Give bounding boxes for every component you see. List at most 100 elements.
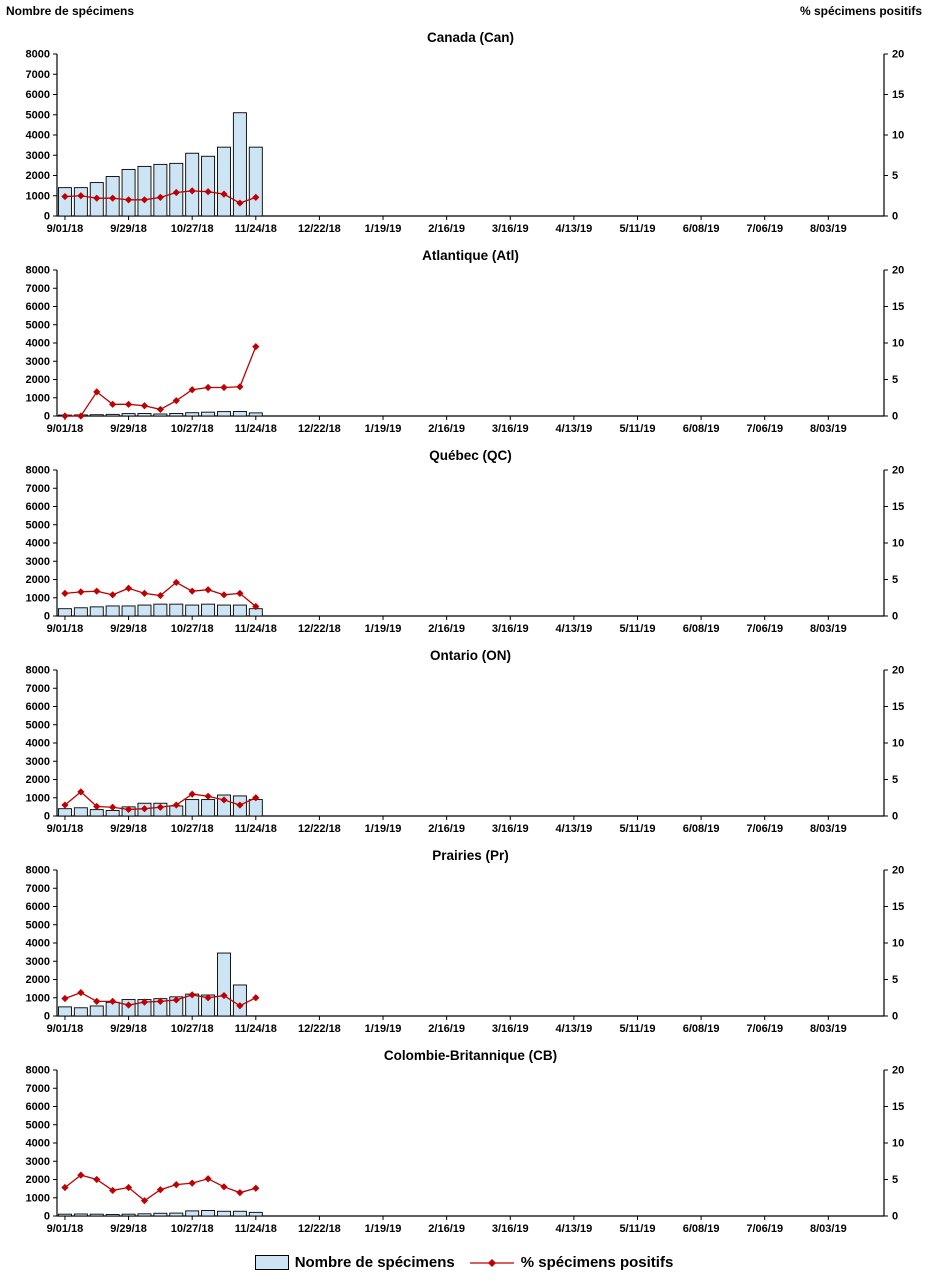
svg-text:9/29/18: 9/29/18 [110,823,147,835]
svg-text:20: 20 [892,49,904,61]
svg-text:5: 5 [892,974,898,986]
svg-text:10/27/18: 10/27/18 [171,623,214,635]
svg-text:7000: 7000 [26,283,50,295]
svg-text:3/16/19: 3/16/19 [492,623,529,635]
svg-text:8/03/19: 8/03/19 [810,1223,847,1235]
svg-text:7000: 7000 [26,883,50,895]
svg-text:9/29/18: 9/29/18 [110,623,147,635]
svg-text:6/08/19: 6/08/19 [683,1023,720,1035]
svg-text:6/08/19: 6/08/19 [683,223,720,235]
svg-text:5000: 5000 [26,919,50,931]
svg-text:5000: 5000 [26,519,50,531]
svg-text:5000: 5000 [26,1119,50,1131]
chart-title: Prairies (Pr) [432,848,509,863]
svg-text:2/16/19: 2/16/19 [428,823,465,835]
chart-title: Québec (QC) [429,448,512,463]
svg-text:15: 15 [892,89,904,101]
svg-text:2000: 2000 [26,774,50,786]
svg-text:5/11/19: 5/11/19 [619,223,655,235]
svg-text:6000: 6000 [26,701,50,713]
svg-text:2/16/19: 2/16/19 [428,1223,465,1235]
svg-text:8000: 8000 [26,465,50,477]
svg-text:8000: 8000 [26,1065,50,1077]
svg-text:1/19/19: 1/19/19 [365,223,402,235]
svg-text:2/16/19: 2/16/19 [428,1023,465,1035]
svg-text:3000: 3000 [26,1156,50,1168]
svg-text:0: 0 [892,811,898,823]
svg-text:10: 10 [892,538,904,550]
legend-bar-label: Nombre de spécimens [294,1254,455,1271]
svg-text:4000: 4000 [26,938,50,950]
svg-text:6/08/19: 6/08/19 [683,1223,720,1235]
svg-text:4/13/19: 4/13/19 [556,223,593,235]
legend-item-line: % spécimens positifs [469,1254,673,1271]
svg-text:6/08/19: 6/08/19 [683,823,720,835]
svg-text:0: 0 [44,411,50,423]
svg-text:0: 0 [44,611,50,623]
svg-text:10/27/18: 10/27/18 [171,823,214,835]
svg-text:3000: 3000 [26,956,50,968]
bar-swatch [254,1255,289,1270]
svg-text:8000: 8000 [26,49,50,61]
svg-text:9/01/18: 9/01/18 [47,623,84,635]
svg-text:7/06/19: 7/06/19 [746,823,783,835]
svg-text:1/19/19: 1/19/19 [365,1023,402,1035]
svg-text:1000: 1000 [26,392,50,404]
charts-stack: Canada (Can) 0 1000 2000 3000 4000 5000 6000 700… [0,24,928,1244]
svg-text:20: 20 [892,265,904,277]
svg-text:0: 0 [892,611,898,623]
right-axis-title: % spécimens positifs [799,4,922,18]
svg-text:6/08/19: 6/08/19 [683,423,720,435]
svg-text:3000: 3000 [26,556,50,568]
svg-text:3/16/19: 3/16/19 [492,823,529,835]
svg-text:5: 5 [892,574,898,586]
svg-text:8/03/19: 8/03/19 [810,223,847,235]
svg-text:11/24/18: 11/24/18 [235,223,277,235]
svg-text:5/11/19: 5/11/19 [619,623,655,635]
svg-text:10: 10 [892,130,904,142]
svg-text:4/13/19: 4/13/19 [556,1023,593,1035]
svg-text:11/24/18: 11/24/18 [235,623,277,635]
chart: Atlantique (Atl) 0 1000 2000 3000 4000 5000 600… [26,248,905,435]
svg-text:8/03/19: 8/03/19 [810,423,847,435]
chart: Québec (QC) 0 1000 2000 3000 4000 5000 6000 7000… [26,448,905,635]
svg-text:9/29/18: 9/29/18 [110,1223,147,1235]
svg-text:5000: 5000 [26,719,50,731]
svg-text:4000: 4000 [26,538,50,550]
svg-text:4000: 4000 [26,338,50,350]
chart: Ontario (ON) 0 1000 2000 3000 4000 5000 6000 700… [26,648,905,835]
svg-text:2000: 2000 [26,170,50,182]
svg-text:3000: 3000 [26,756,50,768]
svg-text:9/29/18: 9/29/18 [110,423,147,435]
svg-text:1/19/19: 1/19/19 [365,423,402,435]
svg-text:12/22/18: 12/22/18 [298,823,341,835]
svg-text:2000: 2000 [26,974,50,986]
svg-text:1000: 1000 [26,592,50,604]
svg-text:7/06/19: 7/06/19 [746,423,783,435]
svg-text:7/06/19: 7/06/19 [746,1023,783,1035]
axis-header-row: Nombre de spécimens % spécimens positifs [0,0,928,24]
svg-text:0: 0 [892,211,898,223]
svg-text:4000: 4000 [26,1138,50,1150]
svg-text:4/13/19: 4/13/19 [556,823,593,835]
svg-text:15: 15 [892,301,904,313]
svg-text:20: 20 [892,465,904,477]
svg-text:12/22/18: 12/22/18 [298,423,341,435]
svg-text:0: 0 [892,411,898,423]
svg-text:12/22/18: 12/22/18 [298,623,341,635]
svg-text:8/03/19: 8/03/19 [810,623,847,635]
svg-text:2000: 2000 [26,374,50,386]
svg-text:1000: 1000 [26,992,50,1004]
svg-text:10/27/18: 10/27/18 [171,1023,214,1035]
svg-text:12/22/18: 12/22/18 [298,1023,341,1035]
svg-text:1000: 1000 [26,792,50,804]
svg-text:5/11/19: 5/11/19 [619,1023,655,1035]
svg-text:3/16/19: 3/16/19 [492,1223,529,1235]
chart: Canada (Can) 0 1000 2000 3000 4000 5000 6000 700… [26,30,905,235]
svg-text:0: 0 [892,1011,898,1023]
svg-text:20: 20 [892,865,904,877]
svg-text:1/19/19: 1/19/19 [365,1223,402,1235]
chart-title: Canada (Can) [427,30,514,45]
svg-text:5: 5 [892,1174,898,1186]
svg-text:6000: 6000 [26,301,50,313]
